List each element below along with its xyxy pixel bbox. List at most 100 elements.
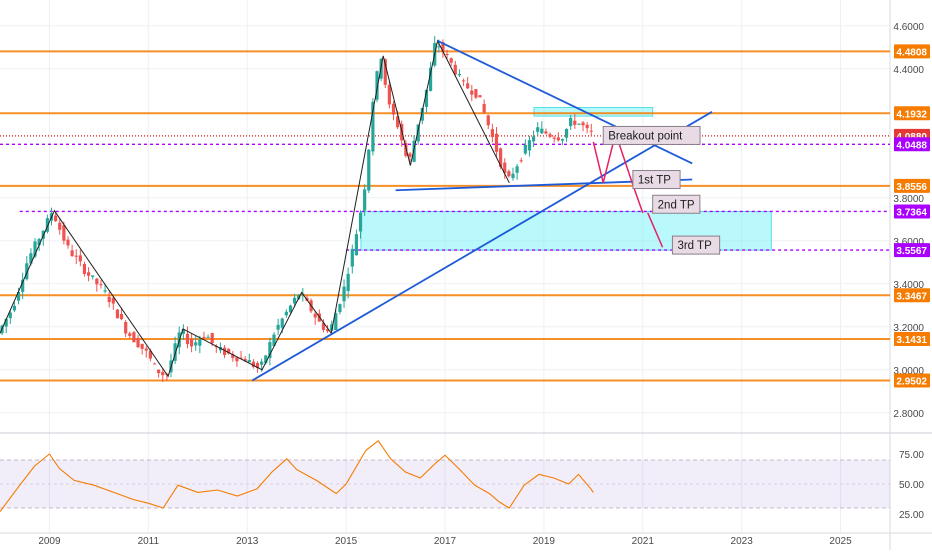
candle-body xyxy=(144,348,148,351)
candle-body xyxy=(519,160,523,162)
price-tag-text: 4.0488 xyxy=(896,140,927,151)
candle-body xyxy=(115,309,120,319)
candle-body xyxy=(544,131,548,134)
price-tick-label: 4.4000 xyxy=(893,65,924,76)
price-tick-label: 2.8000 xyxy=(893,409,924,420)
price-tag-text: 3.8556 xyxy=(896,182,927,193)
candle-body xyxy=(523,144,527,154)
rsi-line xyxy=(0,440,594,512)
price-tag-bg xyxy=(894,373,930,388)
time-tick-label: 2023 xyxy=(731,536,754,547)
candle-body xyxy=(45,218,49,232)
candle-body xyxy=(297,294,301,299)
candle-body xyxy=(569,117,573,127)
candle-body xyxy=(445,54,449,56)
annotation-1st-tp: 1st TP xyxy=(632,170,681,190)
candle-body xyxy=(37,239,41,246)
price-tick-label: 4.6000 xyxy=(893,22,924,33)
candle-body xyxy=(428,67,433,91)
candle-body xyxy=(66,239,70,246)
price-tick-label: 3.8000 xyxy=(893,194,924,205)
candle-body xyxy=(12,305,17,311)
candle-body xyxy=(111,297,115,304)
candle-body xyxy=(99,284,103,286)
candle-body xyxy=(330,324,334,331)
candle-body xyxy=(107,296,111,303)
candle-body xyxy=(194,342,198,346)
candle-body xyxy=(338,304,342,313)
projection-arrow-3rd xyxy=(647,212,664,248)
candle-body xyxy=(334,313,338,331)
projection-arrow-2nd xyxy=(632,184,644,214)
candle-body xyxy=(367,149,371,191)
candle-body xyxy=(33,241,37,257)
candle-body xyxy=(62,225,66,241)
candle-body xyxy=(132,332,136,343)
candle-body xyxy=(185,333,190,345)
candle-body xyxy=(466,83,470,89)
candle-body xyxy=(453,64,457,75)
candle-body xyxy=(515,166,519,173)
candle-body xyxy=(325,329,330,332)
candle-body xyxy=(152,363,157,365)
price-tag-bg xyxy=(894,332,930,347)
price-tag-bg xyxy=(894,288,930,303)
annotation-box xyxy=(602,125,701,145)
annotation-box xyxy=(652,194,701,214)
annotation-label: 3rd TP xyxy=(677,240,712,252)
annotation-label: Breakout point xyxy=(608,130,683,142)
price-tag-text: 3.1431 xyxy=(896,335,927,346)
price-tick-label: 3.4000 xyxy=(893,280,924,291)
annotation-label: 1st TP xyxy=(638,175,671,187)
candle-body xyxy=(128,333,132,336)
candle-body xyxy=(95,278,99,285)
candle-body xyxy=(503,162,507,174)
candle-body xyxy=(478,95,482,98)
candle-body xyxy=(272,334,276,346)
candle-body xyxy=(148,350,152,359)
annotation-3rd-tp: 3rd TP xyxy=(671,235,721,255)
price-tag-3.3467: 3.3467 xyxy=(894,288,930,303)
candle-body xyxy=(222,347,227,356)
candle-body xyxy=(8,312,12,319)
candle-body xyxy=(424,89,429,107)
candle-body xyxy=(157,369,161,374)
candle-body xyxy=(499,148,503,167)
candle-body xyxy=(420,107,424,121)
candle-body xyxy=(313,313,317,318)
candle-body xyxy=(589,130,593,132)
rsi-tick-label: 50.00 xyxy=(899,480,924,491)
price-tag-3.8556: 3.8556 xyxy=(894,178,930,193)
projection-arrow-up xyxy=(592,133,617,183)
candle-body xyxy=(210,333,214,344)
candle-body xyxy=(140,343,144,349)
candle-body xyxy=(247,360,251,363)
candle-body xyxy=(585,124,589,129)
candle-body xyxy=(507,171,511,177)
candle-body xyxy=(342,286,346,302)
candle-body xyxy=(239,357,243,359)
candle-body xyxy=(74,255,78,257)
candle-body xyxy=(173,343,177,361)
candle-body xyxy=(264,355,268,363)
candle-body xyxy=(21,279,25,292)
grid-lines xyxy=(0,0,890,532)
candle-body xyxy=(560,139,565,141)
annotation-breakout-point: Breakout point xyxy=(602,125,701,145)
candle-body xyxy=(54,215,58,222)
candle-body xyxy=(391,103,396,115)
candle-body xyxy=(363,189,367,211)
price-axis: 4.6000 4.4000 3.8000 3.6000 3.4000 3.2000 3.00… xyxy=(893,22,924,420)
swing-pattern-line xyxy=(0,39,510,378)
price-tag-text: 3.3467 xyxy=(896,291,927,302)
candle-body xyxy=(556,137,560,141)
annotation-box xyxy=(632,170,681,190)
price-tag-2.9502: 2.9502 xyxy=(894,373,930,388)
candle-body xyxy=(29,253,33,264)
candle-body xyxy=(321,322,326,330)
candle-body xyxy=(511,173,515,179)
time-tick-label: 2013 xyxy=(236,536,259,547)
